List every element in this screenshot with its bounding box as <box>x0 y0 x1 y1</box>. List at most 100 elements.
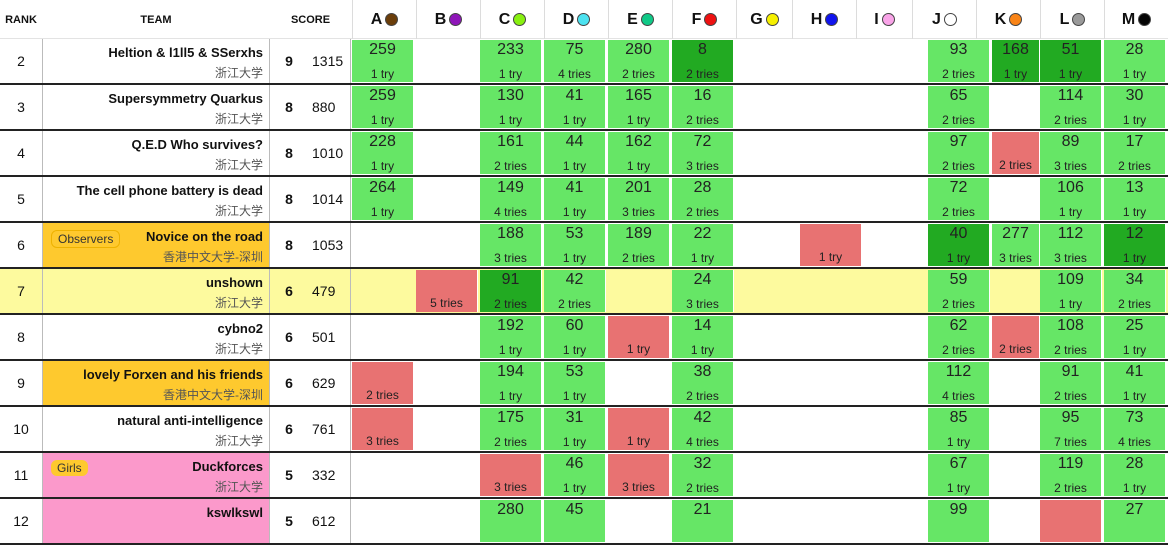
problem-cell-d[interactable]: 44 1 try <box>544 132 606 174</box>
problem-cell-c[interactable]: 280 <box>480 500 542 542</box>
problem-header-i[interactable]: I <box>856 0 912 39</box>
problem-cell-j[interactable]: 99 <box>928 500 990 542</box>
problem-header-a[interactable]: A <box>352 0 416 39</box>
problem-header-h[interactable]: H <box>792 0 856 39</box>
problem-cell-l[interactable]: 109 1 try <box>1040 270 1102 312</box>
problem-cell-k[interactable]: 2 tries <box>992 316 1040 358</box>
problem-cell-j[interactable]: 62 2 tries <box>928 316 990 358</box>
problem-header-f[interactable]: F <box>672 0 736 39</box>
team-row[interactable]: 6 Observers Novice on the road 香港中文大学-深圳 8 10… <box>0 223 1168 269</box>
team-cell[interactable]: The cell phone battery is dead 浙江大学 <box>42 177 270 221</box>
problem-header-c[interactable]: C <box>480 0 544 39</box>
team-row[interactable]: 10 natural anti-intelligence 浙江大学 6 761 3 tri… <box>0 407 1168 453</box>
problem-cell-f[interactable]: 14 1 try <box>672 316 734 358</box>
team-cell[interactable]: Observers Novice on the road 香港中文大学-深圳 <box>42 223 270 267</box>
problem-cell-m[interactable]: 34 2 tries <box>1104 270 1166 312</box>
problem-cell-d[interactable]: 31 1 try <box>544 408 606 450</box>
problem-header-d[interactable]: D <box>544 0 608 39</box>
team-cell[interactable]: natural anti-intelligence 浙江大学 <box>42 407 270 451</box>
problem-cell-j[interactable]: 67 1 try <box>928 454 990 496</box>
problem-header-k[interactable]: K <box>976 0 1040 39</box>
problem-cell-c[interactable]: 130 1 try <box>480 86 542 128</box>
problem-header-b[interactable]: B <box>416 0 480 39</box>
problem-cell-m[interactable]: 17 2 tries <box>1104 132 1166 174</box>
problem-cell-m[interactable]: 25 1 try <box>1104 316 1166 358</box>
problem-header-l[interactable]: L <box>1040 0 1104 39</box>
problem-cell-m[interactable]: 12 1 try <box>1104 224 1166 266</box>
problem-cell-f[interactable]: 16 2 tries <box>672 86 734 128</box>
problem-cell-e[interactable]: 189 2 tries <box>608 224 670 266</box>
problem-cell-l[interactable]: 106 1 try <box>1040 178 1102 220</box>
problem-cell-c[interactable]: 175 2 tries <box>480 408 542 450</box>
team-cell[interactable]: lovely Forxen and his friends 香港中文大学-深圳 <box>42 361 270 405</box>
problem-cell-e[interactable]: 162 1 try <box>608 132 670 174</box>
score-header[interactable]: SCORE <box>290 13 331 26</box>
problem-cell-a[interactable]: 228 1 try <box>352 132 414 174</box>
problem-cell-f[interactable]: 32 2 tries <box>672 454 734 496</box>
team-cell[interactable]: Supersymmetry Quarkus 浙江大学 <box>42 85 270 129</box>
problem-cell-c[interactable]: 233 1 try <box>480 40 542 82</box>
problem-cell-m[interactable]: 13 1 try <box>1104 178 1166 220</box>
team-row[interactable]: 11 Girls Duckforces 浙江大学 5 332 3 tries 46 1 try 3… <box>0 453 1168 499</box>
team-row[interactable]: 8 cybno2 浙江大学 6 501 192 1 try 60 1 try 1 try 14 1 t… <box>0 315 1168 361</box>
problem-cell-d[interactable]: 42 2 tries <box>544 270 606 312</box>
problem-cell-l[interactable]: 91 2 tries <box>1040 362 1102 404</box>
team-cell[interactable]: Girls Duckforces 浙江大学 <box>42 453 270 497</box>
problem-cell-m[interactable]: 73 4 tries <box>1104 408 1166 450</box>
problem-cell-a[interactable]: 264 1 try <box>352 178 414 220</box>
problem-cell-m[interactable]: 27 <box>1104 500 1166 542</box>
problem-cell-e[interactable]: 1 try <box>608 316 670 358</box>
problem-cell-d[interactable]: 60 1 try <box>544 316 606 358</box>
problem-cell-e[interactable]: 3 tries <box>608 454 670 496</box>
problem-cell-k[interactable]: 2 tries <box>992 132 1040 174</box>
problem-cell-l[interactable]: 114 2 tries <box>1040 86 1102 128</box>
problem-cell-f[interactable]: 21 <box>672 500 734 542</box>
problem-cell-d[interactable]: 53 1 try <box>544 224 606 266</box>
problem-cell-b[interactable]: 5 tries <box>416 270 478 312</box>
problem-cell-d[interactable]: 45 <box>544 500 606 542</box>
problem-cell-f[interactable]: 42 4 tries <box>672 408 734 450</box>
team-cell[interactable]: Q.E.D Who survives? 浙江大学 <box>42 131 270 175</box>
problem-cell-e[interactable]: 280 2 tries <box>608 40 670 82</box>
problem-cell-h[interactable]: 1 try <box>800 224 862 266</box>
problem-cell-m[interactable]: 28 1 try <box>1104 40 1166 82</box>
problem-cell-f[interactable]: 28 2 tries <box>672 178 734 220</box>
team-cell[interactable]: kswlkswl <box>42 499 270 543</box>
rank-header[interactable]: RANK <box>5 13 37 26</box>
problem-cell-a[interactable]: 2 tries <box>352 362 414 404</box>
problem-cell-c[interactable]: 91 2 tries <box>480 270 542 312</box>
problem-cell-k[interactable]: 277 3 tries <box>992 224 1040 266</box>
problem-cell-d[interactable]: 53 1 try <box>544 362 606 404</box>
problem-cell-l[interactable] <box>1040 500 1102 542</box>
problem-cell-c[interactable]: 194 1 try <box>480 362 542 404</box>
problem-header-m[interactable]: M <box>1104 0 1168 39</box>
problem-cell-f[interactable]: 38 2 tries <box>672 362 734 404</box>
problem-cell-m[interactable]: 41 1 try <box>1104 362 1166 404</box>
problem-header-e[interactable]: E <box>608 0 672 39</box>
problem-cell-d[interactable]: 75 4 tries <box>544 40 606 82</box>
problem-cell-c[interactable]: 161 2 tries <box>480 132 542 174</box>
team-row[interactable]: 7 unshown 浙江大学 6 479 5 tries 91 2 tries 42 2 trie… <box>0 269 1168 315</box>
problem-cell-j[interactable]: 59 2 tries <box>928 270 990 312</box>
problem-cell-a[interactable]: 259 1 try <box>352 86 414 128</box>
team-row[interactable]: 5 The cell phone battery is dead 浙江大学 8 1014… <box>0 177 1168 223</box>
problem-cell-f[interactable]: 8 2 tries <box>672 40 734 82</box>
problem-cell-l[interactable]: 112 3 tries <box>1040 224 1102 266</box>
problem-cell-l[interactable]: 89 3 tries <box>1040 132 1102 174</box>
problem-cell-j[interactable]: 97 2 tries <box>928 132 990 174</box>
team-header[interactable]: TEAM <box>140 13 172 26</box>
problem-cell-c[interactable]: 192 1 try <box>480 316 542 358</box>
problem-cell-j[interactable]: 85 1 try <box>928 408 990 450</box>
problem-cell-a[interactable]: 259 1 try <box>352 40 414 82</box>
problem-cell-e[interactable]: 1 try <box>608 408 670 450</box>
problem-cell-d[interactable]: 41 1 try <box>544 178 606 220</box>
problem-cell-j[interactable]: 65 2 tries <box>928 86 990 128</box>
problem-cell-f[interactable]: 22 1 try <box>672 224 734 266</box>
problem-cell-m[interactable]: 30 1 try <box>1104 86 1166 128</box>
problem-cell-c[interactable]: 149 4 tries <box>480 178 542 220</box>
team-cell[interactable]: unshown 浙江大学 <box>42 269 270 313</box>
team-row[interactable]: 4 Q.E.D Who survives? 浙江大学 8 1010 228 1 try 161… <box>0 131 1168 177</box>
problem-cell-l[interactable]: 51 1 try <box>1040 40 1102 82</box>
problem-cell-e[interactable]: 201 3 tries <box>608 178 670 220</box>
problem-cell-l[interactable]: 95 7 tries <box>1040 408 1102 450</box>
